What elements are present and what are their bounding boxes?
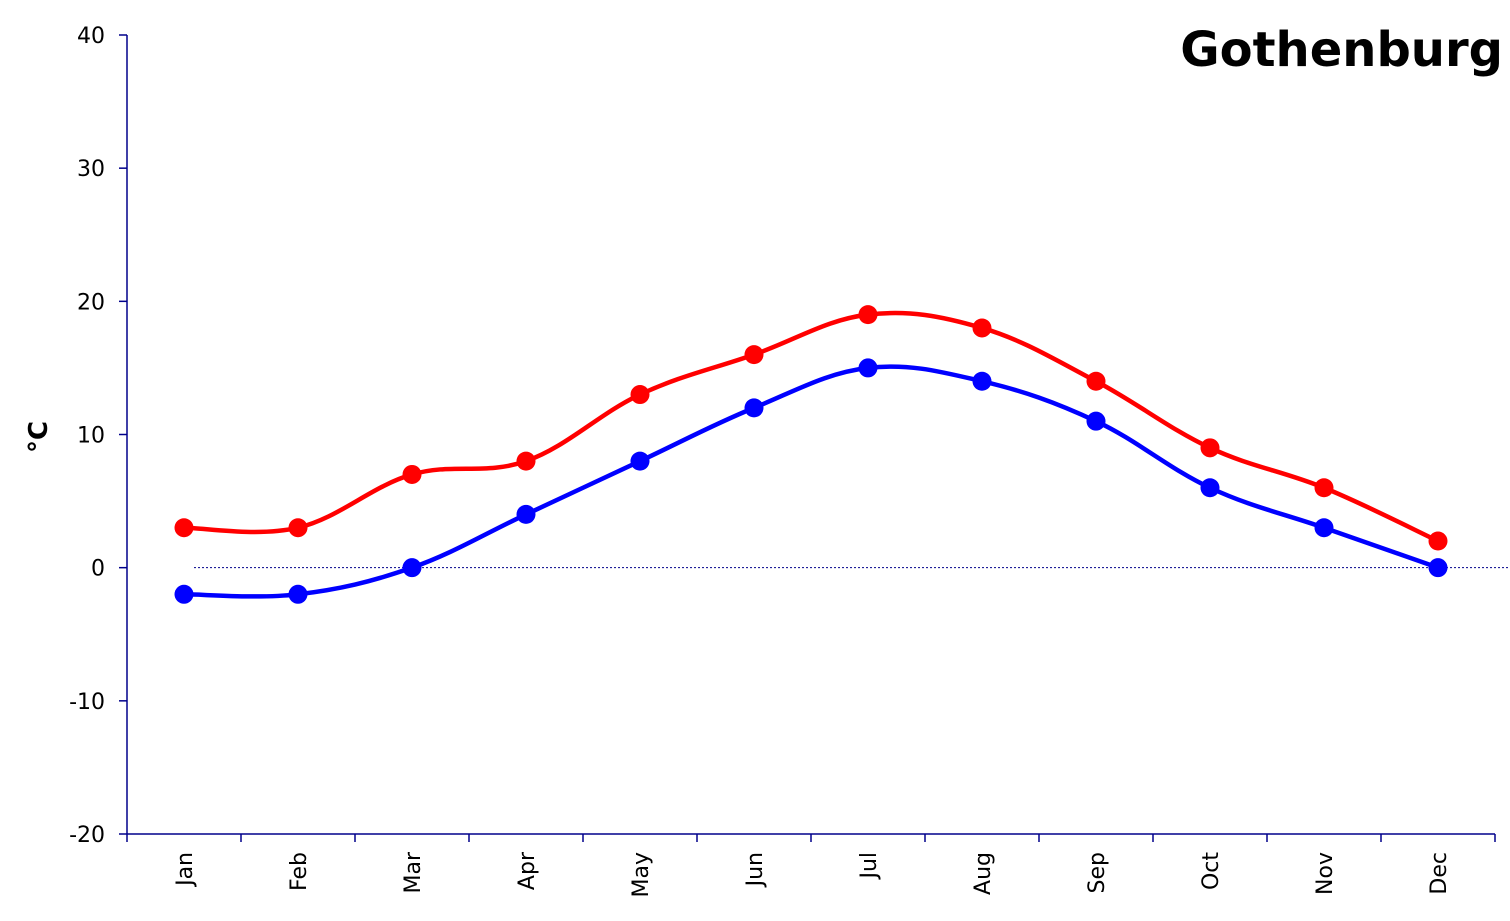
series-line bbox=[181, 364, 1441, 599]
x-tick-label: May bbox=[629, 852, 654, 897]
y-tick-label: -20 bbox=[69, 823, 105, 848]
x-tick-label: Jun bbox=[743, 852, 768, 888]
data-point bbox=[630, 385, 650, 405]
data-point bbox=[402, 558, 422, 578]
data-point bbox=[1086, 371, 1106, 391]
series-0 bbox=[174, 305, 1448, 551]
data-point bbox=[1200, 478, 1220, 498]
series-1 bbox=[174, 358, 1448, 604]
chart-title: Gothenburg bbox=[1180, 22, 1503, 78]
data-point bbox=[972, 371, 992, 391]
x-tick-label: Feb bbox=[287, 852, 312, 891]
x-tick-label: Aug bbox=[971, 852, 996, 895]
data-point bbox=[516, 504, 536, 524]
y-tick-label: 0 bbox=[91, 557, 105, 582]
data-point bbox=[1086, 411, 1106, 431]
data-point bbox=[174, 518, 194, 538]
data-point bbox=[1314, 478, 1334, 498]
x-tick-label: Jan bbox=[173, 852, 198, 888]
data-point bbox=[972, 318, 992, 338]
x-tick-label: Jul bbox=[857, 852, 882, 881]
x-tick-label: Mar bbox=[401, 851, 426, 893]
data-point bbox=[402, 464, 422, 484]
y-tick-label: 40 bbox=[77, 24, 105, 49]
data-point bbox=[630, 451, 650, 471]
y-tick-label: 10 bbox=[77, 424, 105, 449]
y-axis-label: °C bbox=[24, 421, 54, 453]
data-point bbox=[858, 358, 878, 378]
data-point bbox=[1428, 558, 1448, 578]
data-point bbox=[1428, 531, 1448, 551]
data-point bbox=[174, 584, 194, 604]
x-tick-label: Dec bbox=[1427, 852, 1452, 895]
data-point bbox=[744, 345, 764, 365]
data-point bbox=[858, 305, 878, 325]
data-point bbox=[1314, 518, 1334, 538]
x-tick-label: Apr bbox=[515, 851, 540, 890]
data-point bbox=[516, 451, 536, 471]
y-tick-label: 20 bbox=[77, 290, 105, 315]
data-point bbox=[744, 398, 764, 418]
series-line bbox=[181, 310, 1441, 544]
x-tick-label: Oct bbox=[1199, 852, 1224, 890]
data-point bbox=[1200, 438, 1220, 458]
y-tick-label: -10 bbox=[69, 690, 105, 715]
data-point bbox=[288, 584, 308, 604]
data-point bbox=[288, 518, 308, 538]
x-tick-label: Nov bbox=[1313, 852, 1338, 895]
y-tick-label: 30 bbox=[77, 157, 105, 182]
x-tick-label: Sep bbox=[1085, 852, 1110, 893]
